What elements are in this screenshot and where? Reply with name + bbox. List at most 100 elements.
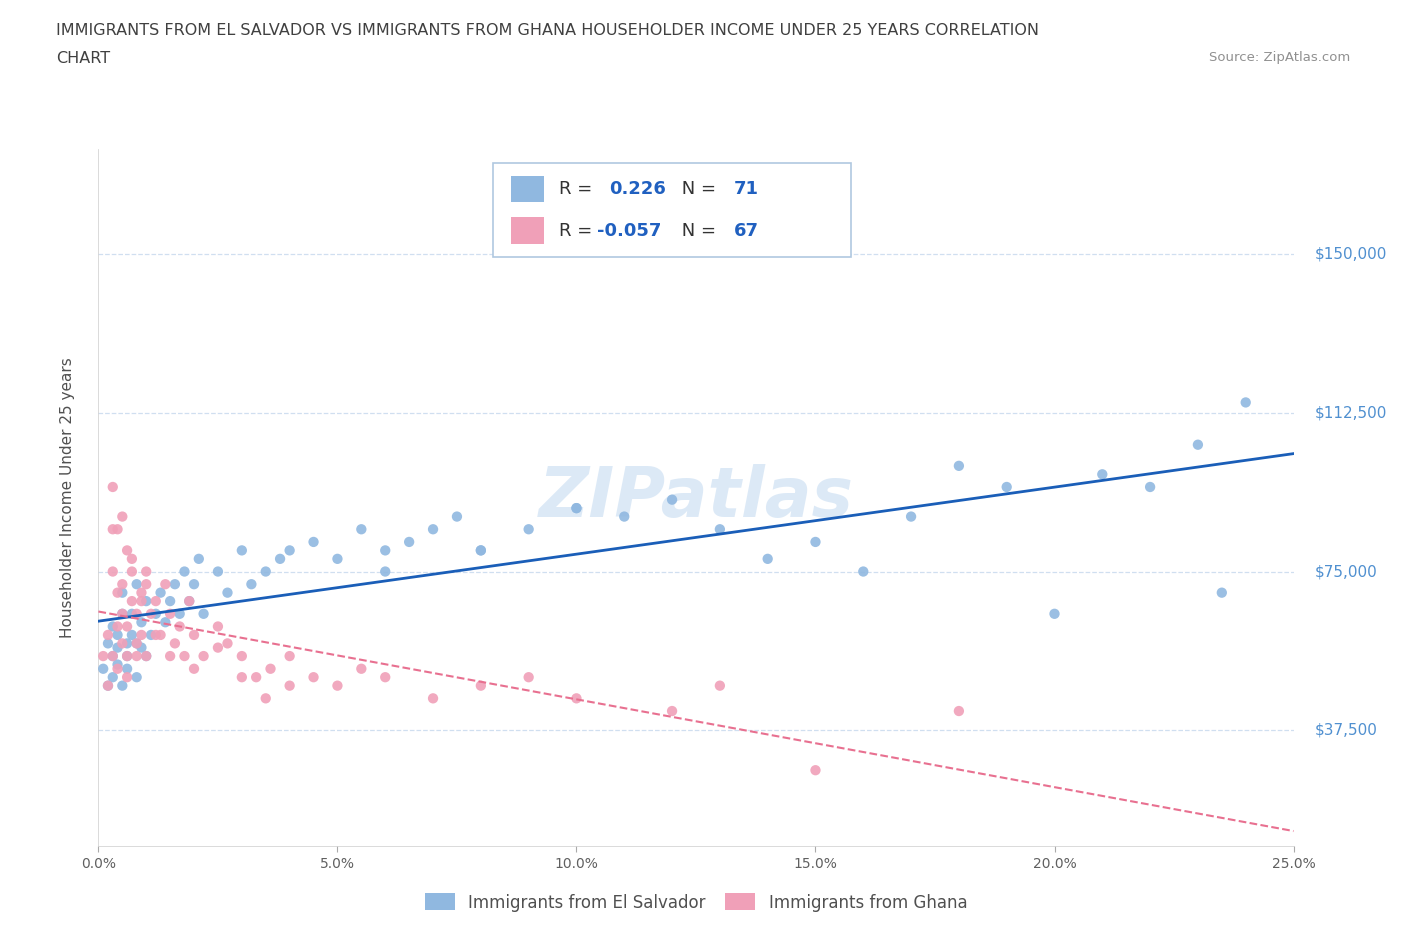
Text: $75,000: $75,000 <box>1315 564 1378 579</box>
Point <box>183 628 205 643</box>
Point <box>159 593 181 608</box>
Point <box>517 670 540 684</box>
Point <box>565 500 588 515</box>
Point <box>163 636 186 651</box>
Point <box>101 522 124 537</box>
Point <box>121 565 143 579</box>
Point <box>1091 467 1114 482</box>
Text: R =: R = <box>558 221 598 240</box>
Point <box>1234 395 1257 410</box>
Point <box>374 543 396 558</box>
Point <box>139 628 162 643</box>
Point <box>97 628 120 643</box>
Point <box>169 606 191 621</box>
Point <box>661 492 683 507</box>
Point <box>111 678 134 693</box>
Point <box>149 585 172 600</box>
FancyBboxPatch shape <box>494 163 851 257</box>
Point <box>125 636 148 651</box>
Text: IMMIGRANTS FROM EL SALVADOR VS IMMIGRANTS FROM GHANA HOUSEHOLDER INCOME UNDER 25: IMMIGRANTS FROM EL SALVADOR VS IMMIGRANT… <box>56 23 1039 38</box>
Point <box>101 648 124 663</box>
Bar <box>510 176 544 203</box>
Point <box>115 648 138 663</box>
Point <box>135 565 157 579</box>
Point <box>91 661 114 676</box>
Point <box>135 648 157 663</box>
Point <box>101 670 124 684</box>
Point <box>278 678 301 693</box>
Point <box>135 577 157 591</box>
Point <box>254 565 277 579</box>
Point <box>565 691 588 706</box>
Point <box>278 648 301 663</box>
Point <box>613 509 636 524</box>
Point <box>948 458 970 473</box>
Point <box>159 606 181 621</box>
Point <box>398 535 420 550</box>
Point <box>111 509 134 524</box>
Text: ZIPatlas: ZIPatlas <box>538 464 853 531</box>
Text: N =: N = <box>676 221 721 240</box>
Point <box>155 615 177 630</box>
Point <box>350 661 373 676</box>
Point <box>145 628 167 643</box>
Legend: Immigrants from El Salvador, Immigrants from Ghana: Immigrants from El Salvador, Immigrants … <box>418 886 974 918</box>
Point <box>804 763 827 777</box>
Point <box>900 509 922 524</box>
Point <box>121 606 143 621</box>
Point <box>231 543 253 558</box>
Point <box>852 565 875 579</box>
Point <box>145 593 167 608</box>
Point <box>107 661 129 676</box>
Point <box>470 543 492 558</box>
Point <box>207 640 229 655</box>
Point <box>187 551 209 566</box>
Point <box>107 619 129 634</box>
Point <box>115 670 138 684</box>
Point <box>207 619 229 634</box>
Point <box>125 577 148 591</box>
Point <box>1139 480 1161 495</box>
Point <box>121 628 143 643</box>
Text: Source: ZipAtlas.com: Source: ZipAtlas.com <box>1209 51 1350 64</box>
Point <box>121 551 143 566</box>
Point <box>125 648 148 663</box>
Point <box>97 678 120 693</box>
Point <box>131 615 153 630</box>
Point <box>115 648 138 663</box>
Point <box>709 678 731 693</box>
Point <box>115 636 138 651</box>
Point <box>804 535 827 550</box>
Point <box>422 522 444 537</box>
Point <box>193 648 215 663</box>
Point <box>231 670 253 684</box>
Bar <box>510 218 544 244</box>
Point <box>145 606 167 621</box>
Point <box>107 585 129 600</box>
Text: $150,000: $150,000 <box>1315 247 1386 262</box>
Point <box>173 565 195 579</box>
Text: 71: 71 <box>734 180 759 198</box>
Point <box>193 606 215 621</box>
Point <box>254 691 277 706</box>
Point <box>111 606 134 621</box>
Point <box>217 585 239 600</box>
Point <box>948 704 970 719</box>
Point <box>115 543 138 558</box>
Point <box>231 648 253 663</box>
Text: N =: N = <box>676 180 721 198</box>
Point <box>259 661 281 676</box>
Point <box>179 593 201 608</box>
Point <box>111 585 134 600</box>
Point <box>159 648 181 663</box>
Point <box>269 551 291 566</box>
Point <box>135 593 157 608</box>
Text: $37,500: $37,500 <box>1315 723 1378 737</box>
Point <box>217 636 239 651</box>
Point <box>1211 585 1233 600</box>
Point <box>115 619 138 634</box>
Point <box>135 648 157 663</box>
Point <box>179 593 201 608</box>
Point <box>125 606 148 621</box>
Point <box>131 628 153 643</box>
